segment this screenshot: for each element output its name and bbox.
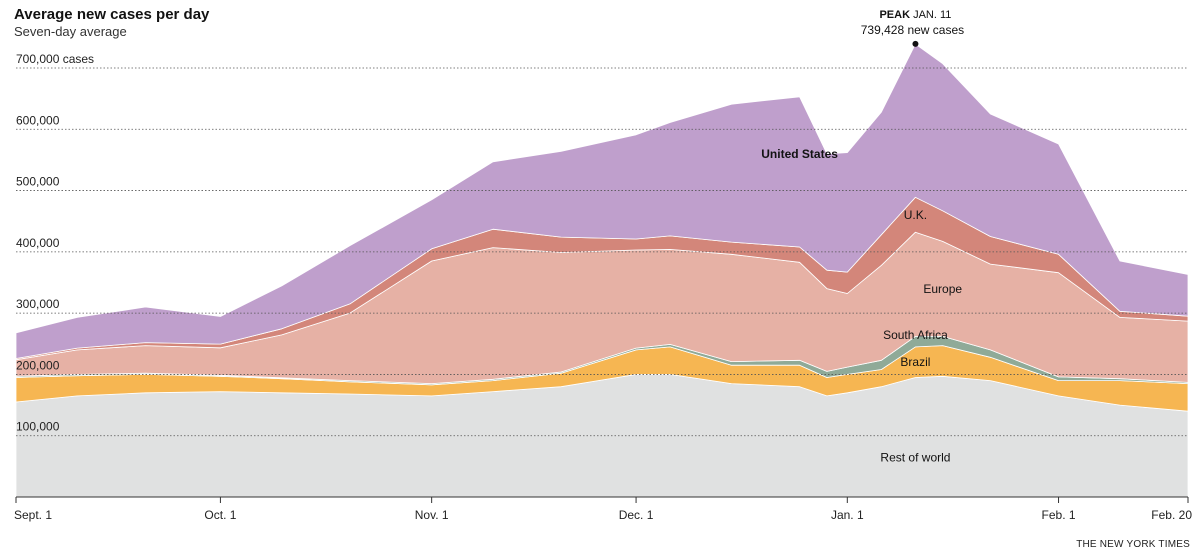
source-credit: THE NEW YORK TIMES (1076, 539, 1190, 550)
x-tick-label: Dec. 1 (619, 508, 654, 522)
peak-annotation: PEAK JAN. 11 739,428 new cases (861, 9, 964, 47)
y-tick-label: 300,000 (16, 297, 60, 311)
series-label-brazil: Brazil (900, 355, 930, 369)
series-label-south-africa: South Africa (883, 328, 948, 342)
series-labels: Rest of world Brazil South Africa Europe U.K… (761, 147, 962, 465)
series-label-u-k-: U.K. (904, 208, 927, 222)
x-tick-label: Feb. 20 (1151, 508, 1192, 522)
peak-value-label: 739,428 new cases (861, 23, 964, 37)
x-axis: Sept. 1 Oct. 1 Nov. 1 Dec. 1 Jan. 1 Feb. 1 Feb… (14, 496, 1192, 522)
series-label-united-states: United States (761, 147, 838, 161)
y-tick-label: 600,000 (16, 113, 60, 127)
grid-lines (16, 67, 1188, 437)
y-tick-label: 100,000 (16, 420, 60, 434)
y-tick-label: 200,000 (16, 358, 60, 372)
series-label-europe: Europe (923, 282, 962, 296)
x-tick-label: Jan. 1 (831, 508, 864, 522)
area-united-states (15, 43, 1189, 359)
peak-dot (912, 40, 919, 47)
peak-label: PEAK JAN. 11 (879, 9, 951, 21)
area-layers (15, 43, 1189, 498)
y-tick-label: 400,000 (16, 236, 60, 250)
y-tick-label: 700,000 cases (16, 52, 94, 66)
x-tick-label: Sept. 1 (14, 508, 52, 522)
y-tick-label: 500,000 (16, 175, 60, 189)
y-axis-tick-labels: 100,000 200,000 300,000 400,000 500,000 600,0… (16, 52, 94, 434)
x-tick-label: Oct. 1 (204, 508, 236, 522)
chart-subtitle: Seven-day average (14, 24, 127, 39)
x-tick-label: Feb. 1 (1042, 508, 1076, 522)
x-tick-label: Nov. 1 (415, 508, 449, 522)
series-label-rest-of-world: Rest of world (880, 451, 950, 465)
chart-title: Average new cases per day (14, 6, 210, 23)
